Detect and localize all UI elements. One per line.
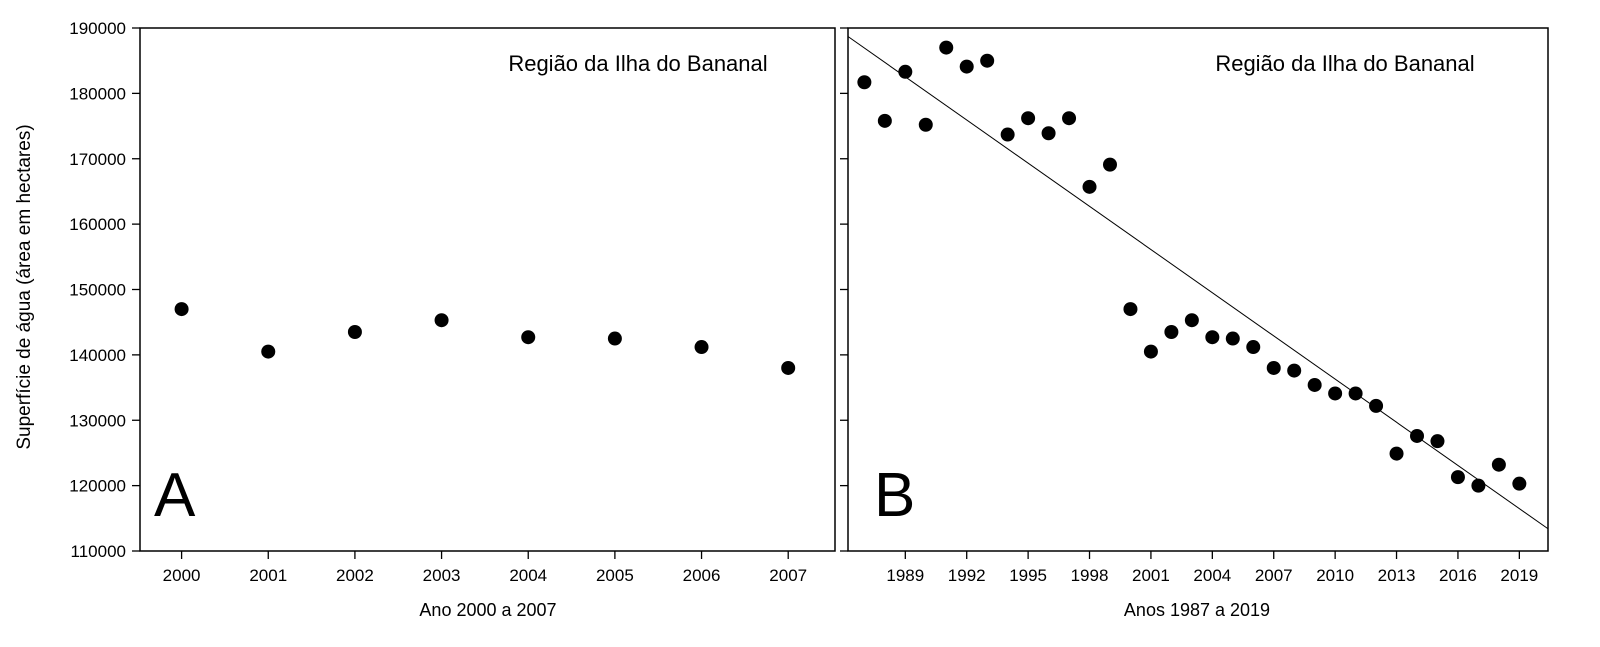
data-point bbox=[607, 331, 622, 346]
x-tick-label: 2002 bbox=[336, 566, 374, 585]
x-tick-label: 2013 bbox=[1378, 566, 1416, 585]
data-point bbox=[959, 59, 974, 74]
data-point bbox=[1123, 302, 1138, 317]
data-point bbox=[781, 360, 796, 375]
x-tick-label: 2001 bbox=[1132, 566, 1170, 585]
y-tick-label: 160000 bbox=[69, 215, 126, 234]
panel-label-a: A bbox=[154, 461, 196, 530]
x-tick-label: 2016 bbox=[1439, 566, 1477, 585]
x-axis-label-b: Anos 1987 a 2019 bbox=[1124, 600, 1270, 620]
data-point bbox=[1246, 340, 1261, 355]
x-tick-label: 2006 bbox=[683, 566, 721, 585]
panel-title-b: Região da Ilha do Bananal bbox=[1215, 51, 1474, 76]
y-tick-label: 120000 bbox=[69, 477, 126, 496]
y-tick-label: 170000 bbox=[69, 150, 126, 169]
x-tick-label: 2019 bbox=[1500, 566, 1538, 585]
data-point bbox=[1512, 476, 1527, 491]
data-point bbox=[1471, 478, 1486, 493]
data-point bbox=[1143, 344, 1158, 359]
x-tick-label: 2005 bbox=[596, 566, 634, 585]
x-tick-label: 1989 bbox=[886, 566, 924, 585]
data-point bbox=[1225, 331, 1240, 346]
y-axis-label: Superfície de água (área em hectares) bbox=[14, 124, 35, 449]
data-point bbox=[1062, 111, 1077, 126]
data-point bbox=[1184, 313, 1199, 328]
data-point bbox=[1287, 363, 1302, 378]
data-point bbox=[1410, 428, 1425, 443]
data-point bbox=[1266, 360, 1281, 375]
y-tick-label: 130000 bbox=[69, 411, 126, 430]
data-point bbox=[939, 40, 954, 55]
data-point bbox=[1430, 434, 1445, 449]
panel-title-a: Região da Ilha do Bananal bbox=[508, 51, 767, 76]
data-point bbox=[1205, 330, 1220, 345]
data-point bbox=[1164, 324, 1179, 339]
y-tick-label: 110000 bbox=[71, 542, 126, 561]
data-point bbox=[1102, 157, 1117, 172]
data-point bbox=[434, 313, 449, 328]
x-tick-label: 2000 bbox=[163, 566, 201, 585]
data-point bbox=[898, 64, 913, 79]
data-point bbox=[918, 117, 933, 132]
x-tick-label: 2004 bbox=[1193, 566, 1231, 585]
data-point bbox=[521, 330, 536, 345]
data-point bbox=[174, 302, 189, 317]
data-point bbox=[347, 324, 362, 339]
plot-frame bbox=[847, 27, 1549, 552]
x-tick-label: 2004 bbox=[509, 566, 547, 585]
data-point bbox=[1041, 126, 1056, 141]
data-point bbox=[1000, 127, 1015, 142]
y-tick-label: 180000 bbox=[69, 84, 126, 103]
plot-frame bbox=[139, 27, 836, 552]
data-point bbox=[694, 340, 709, 355]
data-point bbox=[1328, 386, 1343, 401]
x-tick-label: 1998 bbox=[1071, 566, 1109, 585]
panel-label-b: B bbox=[874, 461, 915, 530]
data-point bbox=[1348, 386, 1363, 401]
y-tick-label: 140000 bbox=[69, 346, 126, 365]
data-point bbox=[261, 344, 276, 359]
data-point bbox=[1021, 111, 1036, 126]
data-point bbox=[980, 53, 995, 68]
y-tick-label: 190000 bbox=[69, 19, 126, 38]
x-tick-label: 2003 bbox=[423, 566, 461, 585]
panel-b: 1989 1992 1995 1998 2001 2004 2007 2010 2013 2016… bbox=[840, 27, 1549, 585]
data-point bbox=[1450, 470, 1465, 485]
x-tick-label: 2007 bbox=[1255, 566, 1293, 585]
data-point bbox=[1369, 398, 1384, 413]
x-tick-label: 2007 bbox=[769, 566, 807, 585]
y-tick-label: 150000 bbox=[69, 281, 126, 300]
trend-line bbox=[847, 36, 1549, 530]
x-tick-label: 2001 bbox=[249, 566, 287, 585]
x-tick-label: 1995 bbox=[1009, 566, 1047, 585]
x-axis-label-a: Ano 2000 a 2007 bbox=[419, 600, 556, 620]
data-point bbox=[857, 75, 872, 90]
data-point bbox=[1491, 457, 1506, 472]
x-tick-label: 1992 bbox=[948, 566, 986, 585]
x-tick-label: 2010 bbox=[1316, 566, 1354, 585]
data-point bbox=[1082, 179, 1097, 194]
data-point bbox=[1389, 446, 1404, 461]
panel-a: 110000 120000 130000 140000 150000 160000 1700… bbox=[69, 19, 836, 585]
data-point bbox=[1307, 377, 1322, 392]
data-point bbox=[877, 113, 892, 128]
